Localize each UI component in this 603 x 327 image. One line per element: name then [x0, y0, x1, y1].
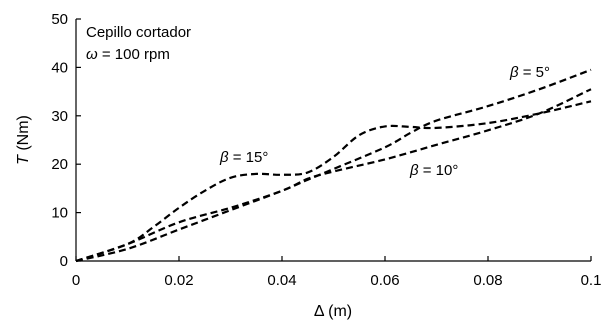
y-ticks: 0 10 20 30 40 50: [51, 11, 81, 270]
series-label-beta-5-symbol: β: [509, 64, 519, 81]
x-tick-label: 0.06: [370, 272, 399, 289]
series-label-beta-10-text: = 10°: [419, 162, 459, 179]
x-tick-label: 0.08: [473, 272, 502, 289]
x-axis-unit: (m): [324, 303, 352, 320]
x-tick-label: 0.1: [581, 272, 602, 289]
y-axis-title: T (Nm): [15, 115, 32, 165]
x-axis-title: Δ (m): [314, 303, 352, 320]
series-line-beta-5: [75, 68, 592, 263]
y-axis-symbol: T: [15, 154, 32, 165]
series-label-beta-5: β = 5°: [509, 64, 550, 81]
series-line-beta-10: [75, 88, 592, 263]
y-tick-label: 0: [60, 253, 68, 270]
annotation-omega-symbol: ω: [86, 46, 98, 63]
y-tick-label: 40: [51, 59, 68, 76]
y-tick-label: 10: [51, 205, 68, 222]
x-tick-label: 0.02: [164, 272, 193, 289]
x-tick-label: 0: [72, 272, 80, 289]
y-tick-label: 30: [51, 108, 68, 125]
annotation-title: Cepillo cortador: [86, 24, 191, 41]
series-label-beta-10-symbol: β: [409, 162, 419, 179]
series-label-beta-15-symbol: β: [219, 149, 229, 166]
annotation-speed: ω = 100 rpm: [86, 46, 170, 63]
series-label-beta-15-text: = 15°: [229, 149, 269, 166]
annotation-speed-text: = 100 rpm: [98, 46, 170, 63]
x-ticks: 0 0.02 0.04 0.06 0.08 0.1: [72, 256, 602, 289]
x-tick-label: 0.04: [267, 272, 296, 289]
x-axis-symbol: Δ: [314, 303, 325, 320]
y-tick-label: 50: [51, 11, 68, 28]
series-label-beta-5-text: = 5°: [519, 64, 550, 81]
series-label-beta-15: β = 15°: [219, 149, 268, 166]
series-label-beta-10: β = 10°: [409, 162, 458, 179]
series-line-beta-15: [75, 100, 592, 263]
series-group: [75, 68, 592, 263]
plot-area: 0 0.02 0.04 0.06 0.08 0.1 0 10 20 30 40 50: [51, 11, 601, 289]
y-axis-unit: (Nm): [15, 115, 32, 155]
y-tick-label: 20: [51, 156, 68, 173]
